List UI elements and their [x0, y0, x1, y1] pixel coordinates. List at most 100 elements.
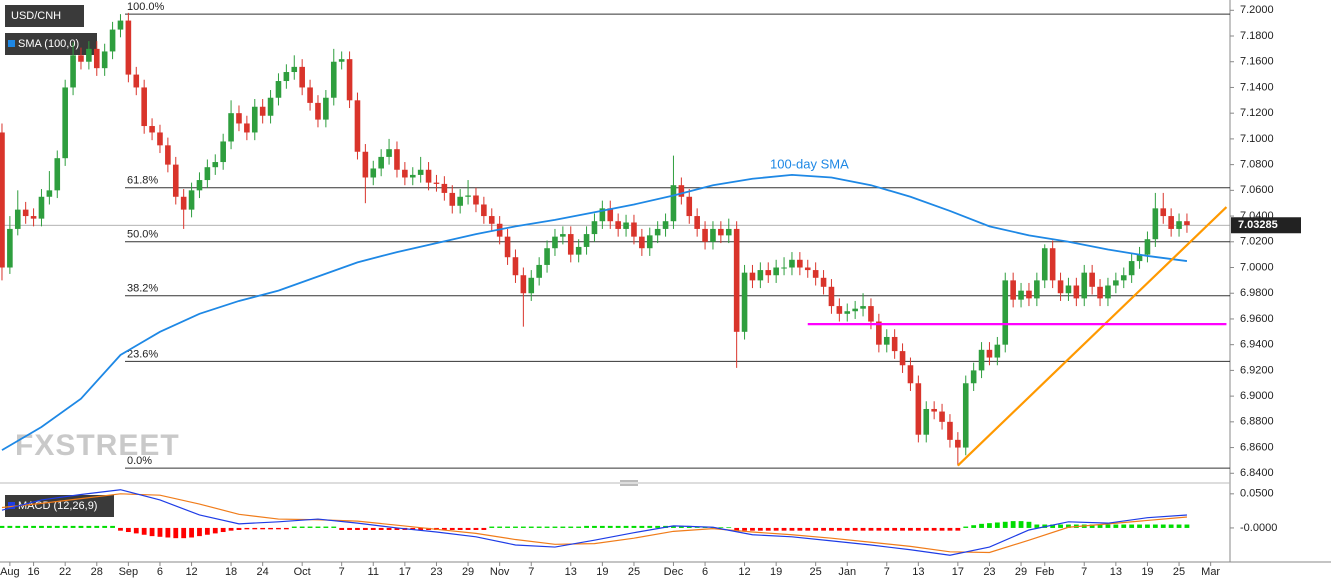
- candle-body: [14, 209, 21, 229]
- macd-bar: [1160, 524, 1166, 528]
- macd-bar: [149, 527, 155, 537]
- fib-label: 50.0%: [127, 229, 158, 241]
- macd-bar: [1137, 524, 1142, 528]
- x-tick-label: Feb: [1035, 566, 1054, 578]
- macd-bar: [513, 526, 518, 528]
- macd-bar: [481, 527, 487, 530]
- x-tick-label: 25: [810, 566, 822, 578]
- candle-body: [939, 411, 945, 422]
- macd-bar: [299, 526, 305, 528]
- candle-body: [1010, 280, 1016, 300]
- macd-bar: [489, 526, 495, 528]
- candle-body: [639, 236, 645, 249]
- macd-bar: [323, 526, 329, 528]
- candle-body: [370, 168, 377, 178]
- macd-bar: [276, 527, 281, 530]
- y-tick-label: 6.8400: [1240, 467, 1274, 479]
- macd-bar: [70, 525, 76, 528]
- candle-body: [149, 126, 155, 133]
- candle-body: [425, 169, 432, 183]
- macd-bar: [528, 526, 534, 528]
- macd-bar: [125, 527, 131, 533]
- macd-bar: [860, 527, 866, 531]
- candle-body: [465, 195, 471, 197]
- x-tick-label: 16: [27, 566, 39, 578]
- candle-body: [402, 169, 408, 178]
- candle-body: [378, 156, 384, 169]
- macd-bar: [560, 526, 566, 528]
- macd-bar: [844, 527, 850, 531]
- macd-bar: [331, 526, 337, 528]
- candle-body: [1128, 261, 1135, 276]
- candle-body: [575, 246, 582, 255]
- macd-bar: [678, 525, 684, 528]
- candle-body: [1097, 286, 1103, 299]
- symbol-box: [5, 5, 84, 27]
- macd-tick-label: -0.0000: [1240, 522, 1277, 534]
- candle-body: [978, 349, 985, 371]
- candle-body: [654, 228, 661, 236]
- candle-body: [1026, 290, 1032, 299]
- x-tick-label: 23: [983, 566, 995, 578]
- macd-bar: [631, 525, 637, 528]
- macd-bar: [908, 527, 913, 531]
- macd-bar: [726, 527, 732, 528]
- candle-body: [259, 106, 266, 116]
- candle-body: [583, 234, 590, 247]
- candle-body: [196, 180, 203, 191]
- x-tick-label: 7: [339, 566, 345, 578]
- macd-bar: [283, 527, 289, 530]
- indicator-swatch: [8, 40, 15, 47]
- candle-body: [883, 336, 890, 345]
- macd-bar: [655, 525, 661, 528]
- candle-body: [275, 81, 282, 98]
- macd-bar: [449, 527, 455, 530]
- macd-tick-label: 0.0500: [1240, 488, 1274, 500]
- macd-bar: [228, 527, 234, 531]
- fib-label: 61.8%: [127, 175, 158, 187]
- watermark: FXSTREET: [15, 429, 180, 462]
- candle-body: [860, 306, 866, 309]
- macd-bar: [852, 527, 858, 531]
- candle-body: [394, 149, 400, 170]
- macd-bar: [765, 527, 771, 531]
- x-tick-label: Oct: [294, 566, 311, 578]
- macd-bar: [355, 527, 360, 530]
- macd-bar: [465, 527, 471, 530]
- macd-bar: [31, 525, 36, 528]
- candle-body: [354, 100, 361, 152]
- candle-body: [7, 228, 13, 268]
- candle-body: [970, 370, 977, 384]
- candle-body: [591, 221, 598, 235]
- macd-bar: [836, 527, 842, 531]
- candle-body: [481, 204, 487, 217]
- macd-bar: [987, 523, 992, 528]
- candle-body: [488, 216, 495, 224]
- macd-bar: [86, 525, 92, 528]
- macd-bar: [260, 527, 266, 530]
- symbol-label: USD/CNH: [11, 10, 61, 22]
- candle-body: [315, 102, 321, 120]
- macd-bar: [931, 527, 937, 531]
- macd-bar: [189, 527, 194, 538]
- macd-bar: [615, 525, 621, 528]
- macd-bar: [781, 527, 787, 531]
- macd-bar: [473, 527, 479, 530]
- x-tick-label: Jan: [838, 566, 856, 578]
- x-tick-label: 24: [257, 566, 269, 578]
- x-tick-label: 6: [157, 566, 163, 578]
- macd-bar: [23, 525, 29, 528]
- x-tick-label: 7: [528, 566, 534, 578]
- sma-line: [1, 174, 1188, 451]
- x-tick-label: 6: [702, 566, 708, 578]
- candle-body: [299, 66, 305, 88]
- y-tick-label: 7.1400: [1240, 81, 1274, 93]
- y-tick-label: 7.0800: [1240, 159, 1274, 171]
- candle-body: [409, 174, 416, 178]
- macd-bar: [347, 527, 352, 530]
- candle-body: [623, 222, 629, 229]
- candle-body: [962, 383, 969, 448]
- candle-body: [899, 351, 906, 366]
- macd-bar: [0, 525, 5, 528]
